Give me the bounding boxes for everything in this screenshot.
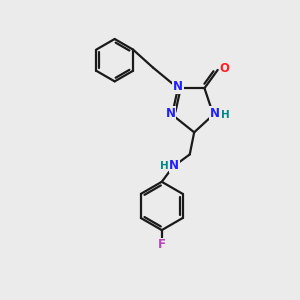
Text: N: N	[169, 159, 179, 172]
Text: N: N	[166, 107, 176, 120]
Text: N: N	[173, 80, 183, 93]
Text: O: O	[219, 62, 229, 75]
Text: H: H	[160, 161, 169, 171]
Text: F: F	[158, 238, 166, 251]
Text: N: N	[210, 107, 220, 120]
Text: H: H	[221, 110, 230, 120]
